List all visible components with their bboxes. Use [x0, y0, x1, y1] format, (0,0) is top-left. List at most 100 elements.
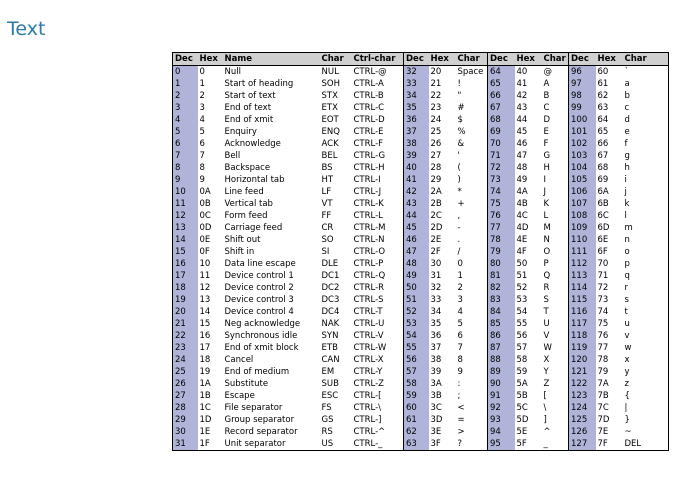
table-cell: CTRL-E [353, 127, 384, 137]
table-row: 14 0E Shift out SO CTRL-N 46 2E. 78 4E N 110 6E n [172, 234, 669, 246]
table-cell: LF [321, 187, 332, 197]
table-cell: ESC [321, 391, 339, 401]
table-cell: 114 [568, 282, 596, 294]
table-cell: 14 [172, 234, 198, 246]
table-cell: L [543, 211, 549, 221]
table-cell: 6 [457, 331, 463, 341]
table-cell: 81 [487, 270, 515, 282]
table-cell: 6C [597, 211, 609, 221]
table-cell: u [624, 319, 630, 329]
table-cell: 106 [568, 186, 596, 198]
table-cell: Record separator [224, 427, 298, 437]
table-cell: 4C [516, 211, 528, 221]
table-cell: 22 [172, 330, 198, 342]
table-cell: ? [457, 439, 463, 449]
table-cell: l [624, 211, 627, 221]
table-cell: 1C [199, 403, 211, 413]
table-cell: 58 [516, 355, 528, 365]
table-cell: S [543, 295, 549, 305]
table-cell: 43 [403, 198, 429, 210]
table-cell: 8 [199, 163, 205, 173]
table-cell: Device control 3 [224, 295, 294, 305]
table-cell: 100 [568, 114, 596, 126]
table-cell: CTRL-A [353, 79, 384, 89]
table-cell: / [457, 247, 461, 257]
table-cell: 2B [430, 199, 442, 209]
table-cell: 13 [199, 295, 211, 305]
table-cell: 83 [487, 294, 515, 306]
table-cell: P [543, 259, 549, 269]
table-cell: 111 [568, 246, 596, 258]
table-cell: 1 [199, 79, 205, 89]
table-cell: 31 [430, 271, 442, 281]
table-cell: 108 [568, 210, 596, 222]
table-cell: 6F [597, 247, 608, 257]
table-row: 29 1D Group separator GS CTRL-] 61 3D = 93 5D] 125… [172, 414, 669, 426]
table-cell: J [543, 187, 547, 197]
table-cell: 14 [199, 307, 211, 317]
table-cell: 51 [516, 271, 528, 281]
table-row: 23 17 End of xmit block ETB CTRL-W 55 37 7 87 57 W… [172, 342, 669, 354]
table-cell: CTRL-[ [353, 391, 382, 401]
table-row: 27 1B Escape ESC CTRL-[59 3B; 91 5B [123 7B { [172, 390, 669, 402]
table-cell: 34 [430, 307, 442, 317]
table-cell: 41 [403, 174, 429, 186]
table-cell: 23 [430, 103, 442, 113]
table-cell: DC4 [321, 307, 340, 317]
table-cell: EOT [321, 115, 339, 125]
table-cell: CTRL-K [353, 199, 384, 209]
table-cell: CTRL-Q [353, 271, 386, 281]
table-cell: CTRL-F [353, 139, 384, 149]
table-cell: W [543, 343, 552, 353]
table-cell: 49 [516, 175, 528, 185]
table-cell: Device control 1 [224, 271, 294, 281]
table-cell: Backspace [224, 163, 271, 173]
table-cell: 92 [487, 402, 515, 414]
table-cell: 66 [487, 90, 515, 102]
table-cell: ` [624, 67, 629, 77]
table-cell: Device control 2 [224, 283, 294, 293]
table-cell: Device control 4 [224, 307, 294, 317]
table-cell: N [543, 235, 550, 245]
table-cell: 84 [487, 306, 515, 318]
table-row: 0 0 Null NUL CTRL-@ 32 20 Space 64 40 @96 60 ` [172, 65, 669, 78]
table-cell: 28 [430, 163, 442, 173]
table-row: 24 18 Cancel CAN CTRL-X 56 38 8 88 58 X 120 78 x [172, 354, 669, 366]
table-cell: ' [457, 151, 460, 161]
table-cell: FS [321, 403, 332, 413]
table-cell: 15 [199, 319, 211, 329]
table-cell: 60 [597, 67, 609, 77]
table-row: 8 8 Backspace BS CTRL-H 40 28 (72 48 H 104 68 h [172, 162, 669, 174]
table-cell: f [624, 139, 628, 149]
table-cell: 70 [597, 259, 609, 269]
table-cell: 38 [403, 138, 429, 150]
column-header: Name [222, 52, 320, 66]
table-cell: 46 [516, 139, 528, 149]
table-cell: 13 [172, 222, 198, 234]
table-cell: RS [321, 427, 333, 437]
table-cell: 47 [403, 246, 429, 258]
table-cell: SI [321, 247, 330, 257]
table-cell: 27 [172, 390, 198, 402]
table-cell: D [543, 115, 551, 125]
table-cell: Shift in [224, 247, 255, 257]
table-cell: 89 [487, 366, 515, 378]
table-cell: 109 [568, 222, 596, 234]
table-cell: 3D [430, 415, 443, 425]
table-cell: 75 [597, 319, 609, 329]
table-cell: y [624, 367, 630, 377]
table-cell: 8 [172, 162, 198, 174]
table-cell: 62 [403, 426, 429, 438]
table-cell: x [624, 355, 630, 365]
table-cell: z [624, 379, 629, 389]
table-cell: c [624, 103, 630, 113]
table-cell: 40 [403, 162, 429, 174]
table-cell: 46 [403, 234, 429, 246]
table-cell: CAN [321, 355, 340, 365]
table-row: 26 1A Substitute SUB CTRL-Z 58 3A: 90 5A Z 122 7A z [172, 378, 669, 390]
table-cell: 26 [430, 139, 442, 149]
table-cell: \ [543, 403, 547, 413]
ascii-table: Dec Hex Name Char Ctrl-char Dec Hex Char… [172, 52, 669, 451]
table-cell: 5A [516, 379, 528, 389]
table-cell: 5B [516, 391, 528, 401]
